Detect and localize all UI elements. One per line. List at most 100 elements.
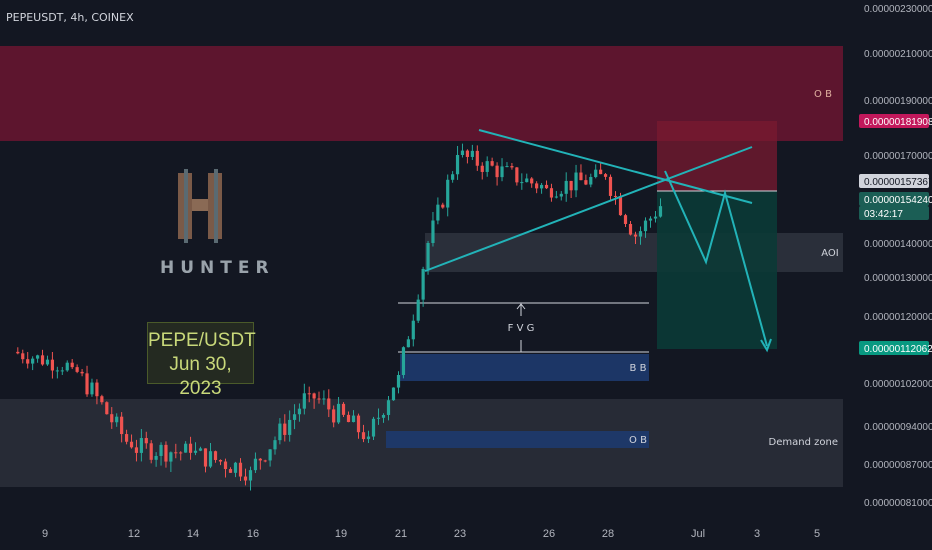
candle-body	[31, 358, 35, 364]
price-tag	[859, 341, 929, 355]
candle-body	[470, 150, 474, 157]
time-tick: 9	[42, 528, 48, 540]
projection-arrow	[760, 338, 772, 353]
candle-body	[297, 408, 302, 415]
candle-body	[50, 359, 55, 371]
candle-body	[628, 223, 633, 235]
trend-line-upper	[478, 129, 753, 204]
pair-date-tag: PEPE/USDT Jun 30, 2023	[147, 322, 256, 399]
aoi-label: AOI	[821, 248, 839, 259]
take-profit-box	[657, 191, 777, 349]
candle-body	[149, 443, 153, 460]
candle-body	[366, 436, 371, 440]
bb-label: B B	[630, 363, 647, 374]
candle-body	[623, 215, 628, 224]
trend-line-lower	[424, 146, 753, 272]
candle-body	[455, 155, 460, 175]
time-tick: 5	[814, 528, 820, 540]
candle-body	[638, 231, 643, 237]
candle-body	[253, 458, 258, 471]
candle-body	[426, 243, 430, 269]
candle-body	[16, 351, 20, 354]
candle-body	[139, 438, 143, 453]
price-tick: 0.000001300000	[864, 273, 932, 284]
price-tick: 0.000001400000	[864, 239, 932, 250]
candle-body	[292, 414, 297, 420]
pair-label: PEPE/USDT	[148, 330, 256, 351]
time-tick: 23	[454, 528, 466, 540]
fvg-label: F V G	[508, 323, 535, 334]
price-tick: 0.000001700000	[864, 151, 932, 162]
candle-body	[446, 179, 450, 208]
ob-bottom-label: O B	[629, 435, 647, 446]
candle-body	[460, 150, 465, 155]
candle-body	[351, 415, 356, 423]
candle-body	[436, 204, 440, 221]
aoi-zone	[425, 233, 843, 272]
candle-body	[416, 299, 420, 321]
candle-body	[90, 382, 94, 395]
candle-body	[208, 451, 213, 467]
candle-body	[406, 339, 410, 348]
candle-body	[490, 161, 494, 166]
candle-body	[105, 402, 109, 415]
candle-body	[80, 371, 84, 374]
candle-body	[549, 188, 554, 198]
candle-body	[233, 462, 238, 473]
candle-body	[648, 218, 653, 221]
candle-body	[154, 455, 158, 460]
candle-body	[218, 459, 223, 462]
candle-body	[115, 416, 119, 423]
candle-body	[179, 452, 183, 454]
candle-body	[431, 220, 435, 243]
price-tag-label: 0.000001120626	[864, 344, 932, 355]
bb-zone	[400, 354, 649, 381]
candle-body	[485, 161, 489, 172]
candle-body	[312, 393, 316, 399]
candle-body	[658, 206, 663, 217]
price-tick: 0.000000940000	[864, 422, 932, 433]
candle-body	[539, 184, 544, 189]
candle-body	[608, 176, 613, 196]
candle-body	[441, 204, 445, 208]
candle-body	[100, 396, 104, 403]
candle-body	[574, 172, 578, 191]
candle-body	[213, 451, 218, 460]
time-tick: 26	[543, 528, 555, 540]
price-tag-label: 0.000001573676	[864, 177, 932, 188]
candle-body	[278, 423, 282, 441]
candle-body	[223, 461, 228, 470]
candle-body	[110, 414, 114, 423]
price-tick: 0.000000810000	[864, 498, 932, 509]
candle-body	[633, 234, 638, 237]
price-tick: 0.000000870000	[864, 460, 932, 471]
price-tick: 0.000001200000	[864, 312, 932, 323]
candle-body	[500, 166, 504, 178]
price-tick: 0.000002300000	[864, 4, 932, 15]
price-tag-label: 0.000001542400	[864, 195, 932, 206]
candle-body	[361, 432, 366, 440]
candle-body	[35, 355, 40, 359]
candle-body	[322, 398, 326, 400]
candle-body	[129, 441, 134, 448]
projection-path	[664, 170, 768, 347]
candle-body	[599, 169, 603, 175]
candle-body	[40, 355, 45, 365]
price-axis-bg	[850, 0, 932, 518]
candle-body	[475, 150, 479, 166]
ob-top-label: O B	[814, 89, 832, 100]
price-tag	[859, 192, 929, 206]
candle-body	[26, 359, 30, 364]
candle-body	[120, 416, 124, 435]
time-axis-bg	[0, 520, 932, 550]
candle-body	[55, 370, 59, 372]
candle-body	[584, 180, 588, 185]
candle-body	[594, 169, 598, 178]
price-tag	[859, 114, 929, 128]
candle-body	[164, 444, 168, 462]
candle-body	[465, 150, 470, 157]
candle-body	[525, 178, 529, 183]
candle-body	[124, 434, 129, 442]
candle-body	[386, 400, 391, 415]
